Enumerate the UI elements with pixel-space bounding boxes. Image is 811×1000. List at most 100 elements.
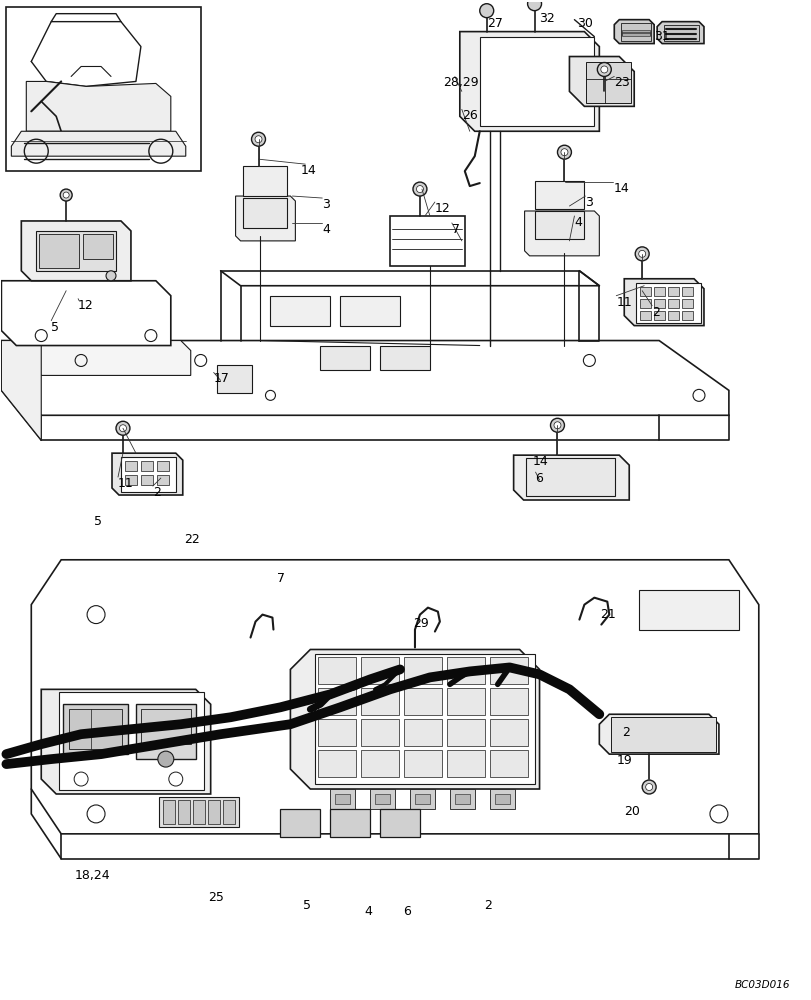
Bar <box>330 789 354 809</box>
Bar <box>270 296 330 326</box>
Bar <box>534 211 584 239</box>
Bar <box>63 704 128 754</box>
Bar <box>141 475 152 485</box>
Bar <box>361 750 398 777</box>
Text: 12: 12 <box>78 299 94 312</box>
Text: 28,29: 28,29 <box>442 76 478 89</box>
Bar <box>639 311 650 320</box>
Bar <box>157 475 169 485</box>
Polygon shape <box>235 196 295 241</box>
Text: 6: 6 <box>535 472 543 485</box>
Circle shape <box>60 189 72 201</box>
Bar <box>141 709 191 744</box>
Bar <box>242 166 287 196</box>
Circle shape <box>157 751 174 767</box>
Bar <box>667 299 678 308</box>
Bar <box>636 283 700 323</box>
Polygon shape <box>112 453 182 495</box>
Circle shape <box>550 418 564 432</box>
Bar <box>121 457 175 492</box>
Bar <box>621 32 650 35</box>
Bar <box>380 346 429 370</box>
Text: 17: 17 <box>213 372 230 385</box>
Bar <box>318 750 356 777</box>
Polygon shape <box>41 689 210 794</box>
Bar <box>125 461 137 471</box>
Circle shape <box>413 182 427 196</box>
Text: 5: 5 <box>303 899 311 912</box>
Text: 4: 4 <box>573 216 581 229</box>
Text: 6: 6 <box>402 905 410 918</box>
Text: 19: 19 <box>616 754 631 767</box>
Circle shape <box>116 421 130 435</box>
Bar <box>135 704 195 759</box>
Circle shape <box>63 192 69 198</box>
Bar <box>654 311 664 320</box>
Bar <box>361 657 398 684</box>
Polygon shape <box>599 714 718 754</box>
Bar <box>449 789 474 809</box>
Bar <box>222 800 234 824</box>
Text: 12: 12 <box>435 202 450 215</box>
Polygon shape <box>624 279 703 326</box>
Bar <box>620 23 650 41</box>
Text: 25: 25 <box>208 891 223 904</box>
Bar <box>639 299 650 308</box>
Text: 31: 31 <box>654 30 669 43</box>
Bar <box>667 311 678 320</box>
Text: 5: 5 <box>51 321 59 334</box>
Text: 5: 5 <box>94 515 102 528</box>
Bar <box>663 25 698 41</box>
Bar <box>36 231 116 271</box>
Text: 29: 29 <box>413 617 428 630</box>
Bar <box>681 299 692 308</box>
Text: 4: 4 <box>322 223 330 236</box>
Bar <box>280 809 320 837</box>
Text: 32: 32 <box>539 12 555 25</box>
Bar <box>454 794 470 804</box>
Circle shape <box>251 132 265 146</box>
Bar <box>638 590 738 630</box>
Circle shape <box>557 145 571 159</box>
Circle shape <box>255 136 262 143</box>
Bar <box>681 287 692 296</box>
Text: 26: 26 <box>461 109 477 122</box>
Circle shape <box>600 66 607 73</box>
Bar <box>318 688 356 715</box>
Circle shape <box>553 422 560 429</box>
Bar <box>125 475 137 485</box>
Bar <box>217 365 251 393</box>
Text: 14: 14 <box>300 164 315 177</box>
Text: 2: 2 <box>651 306 659 319</box>
Bar <box>69 709 122 749</box>
Circle shape <box>597 63 611 76</box>
Bar <box>494 794 509 804</box>
Bar <box>178 800 190 824</box>
Bar <box>489 688 527 715</box>
Text: 14: 14 <box>532 455 547 468</box>
Bar <box>404 719 441 746</box>
Polygon shape <box>459 32 599 131</box>
Bar <box>370 789 394 809</box>
Circle shape <box>119 425 127 432</box>
Circle shape <box>642 780 655 794</box>
Text: 4: 4 <box>363 905 371 918</box>
Bar <box>361 688 398 715</box>
Polygon shape <box>614 20 654 44</box>
Bar <box>414 794 429 804</box>
Text: 20: 20 <box>624 805 639 818</box>
Bar <box>242 198 287 228</box>
Text: 2: 2 <box>621 726 629 739</box>
Bar <box>534 181 584 209</box>
Bar <box>330 809 370 837</box>
Polygon shape <box>513 455 629 500</box>
Bar <box>667 287 678 296</box>
Polygon shape <box>2 341 728 415</box>
Polygon shape <box>569 57 633 106</box>
Text: 3: 3 <box>585 196 593 209</box>
Circle shape <box>527 0 541 11</box>
Bar <box>389 216 464 266</box>
Polygon shape <box>11 131 186 156</box>
Polygon shape <box>2 281 170 346</box>
Circle shape <box>645 784 652 791</box>
